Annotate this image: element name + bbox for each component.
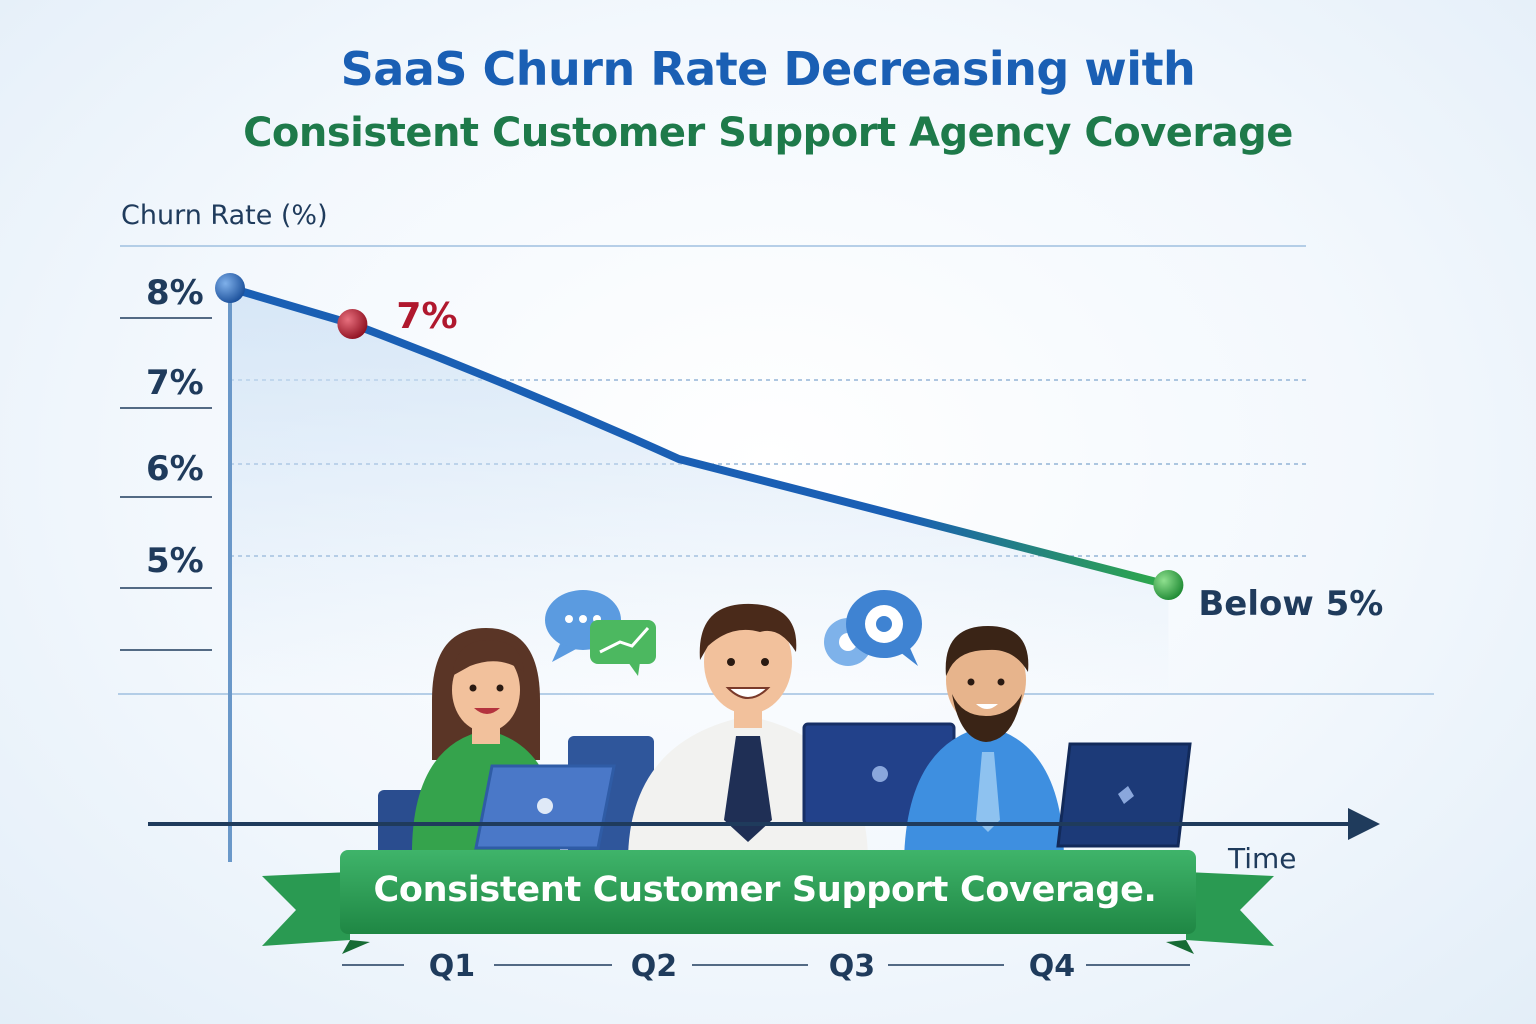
coverage-ribbon-banner: [262, 850, 1274, 954]
data-point: [215, 273, 245, 303]
x-axis-arrow: [1348, 808, 1380, 840]
chart-bubble-icon: [590, 620, 656, 676]
y-tick-label: 7%: [146, 363, 204, 403]
x-category-label: Q3: [829, 949, 875, 984]
y-tick-label: 5%: [146, 541, 204, 581]
support-agent-man-right: [904, 626, 1064, 862]
x-axis-label: Time: [1228, 842, 1297, 875]
coverage-banner-text: Consistent Customer Support Coverage.: [373, 870, 1157, 910]
chart-title-line-2: Consistent Customer Support Agency Cover…: [243, 110, 1293, 156]
y-tick-label: 8%: [146, 273, 204, 313]
chart-title-line-1: SaaS Churn Rate Decreasing with: [340, 42, 1196, 96]
y-tick-label: 6%: [146, 449, 204, 489]
gear-bubble-icon: [824, 590, 922, 666]
x-category-label: Q1: [429, 949, 475, 984]
data-label: Below 5%: [1198, 584, 1383, 624]
laptop-1: [474, 764, 616, 850]
x-category-label: Q2: [631, 949, 677, 984]
y-axis-label: Churn Rate (%): [121, 200, 328, 231]
data-point: [1153, 570, 1184, 600]
data-point: [337, 309, 368, 339]
data-label: 7%: [396, 296, 457, 337]
laptop-3: [1056, 742, 1192, 848]
series-line: [226, 284, 1173, 589]
x-category-label: Q4: [1029, 949, 1075, 984]
area-fill: [230, 288, 1169, 694]
